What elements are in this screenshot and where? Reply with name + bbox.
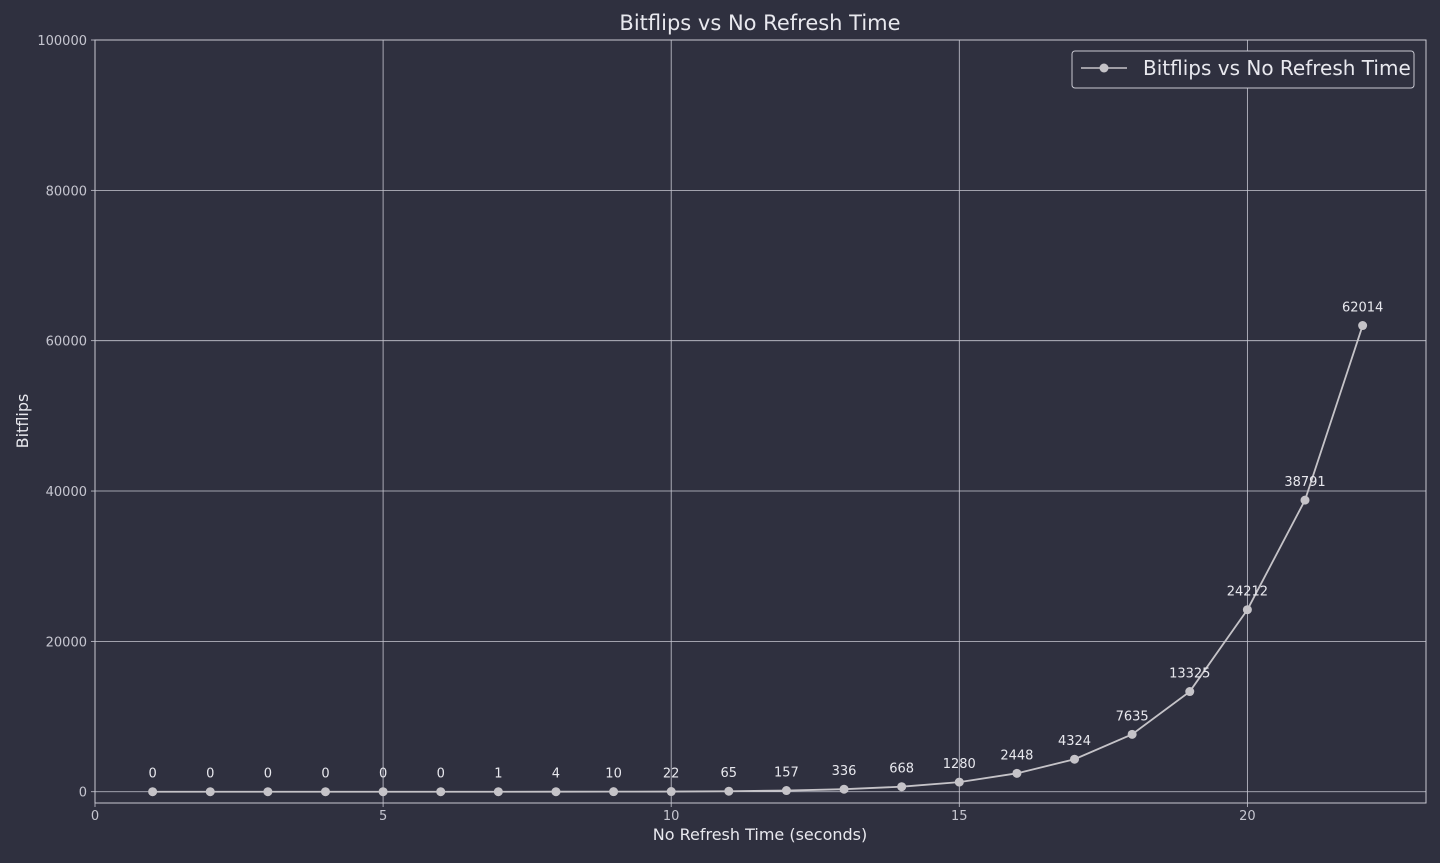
data-point [781,786,791,796]
y-tick-label: 40000 [46,485,87,500]
data-label: 668 [889,762,914,777]
data-labels: 0 0 0 0 0 0 1 4 10 22 65 157 336 668 1280 2448 4324 7635 1… [148,301,1383,782]
x-tick-label: 10 [663,809,680,824]
y-tick-label: 0 [79,786,87,801]
data-point [320,787,330,797]
data-point [609,787,619,797]
y-tick-label: 100000 [37,34,87,49]
data-point [493,787,503,797]
data-label: 336 [832,764,857,779]
legend-box [1071,50,1415,89]
data-point [436,787,446,797]
series-line [152,325,1364,793]
data-label: 22 [663,767,680,782]
legend-marker [1099,63,1109,73]
data-point [551,787,561,797]
data-point [205,787,215,797]
data-label: 0 [206,767,214,782]
plot-frame [94,39,1427,804]
data-point [839,784,849,794]
data-point [1300,495,1310,505]
data-label: 13325 [1169,667,1210,682]
data-label: 0 [148,767,156,782]
data-point [1012,768,1022,778]
x-axis-label: No Refresh Time (seconds) [653,825,867,844]
data-label: 38791 [1284,475,1325,490]
x-tick-label: 5 [379,809,387,824]
data-label: 2448 [1000,748,1033,763]
data-label: 62014 [1342,301,1383,316]
y-tick-label: 60000 [46,335,87,350]
data-label: 7635 [1116,709,1149,724]
legend-label: Bitflips vs No Refresh Time [1143,56,1411,80]
data-label: 0 [264,767,272,782]
data-label: 10 [605,767,622,782]
y-tick-label: 20000 [46,635,87,650]
data-point [1070,754,1080,764]
data-point [1242,605,1252,615]
data-point [724,786,734,796]
y-tick-label: 80000 [46,184,87,199]
data-point [1127,729,1137,739]
data-point [897,782,907,792]
y-axis-label: Bitflips [13,394,32,449]
data-label: 0 [321,767,329,782]
data-label: 0 [437,767,445,782]
data-label: 157 [774,766,799,781]
data-point [954,777,964,787]
data-label: 1280 [943,757,976,772]
data-point [263,787,273,797]
data-label: 4324 [1058,734,1091,749]
x-tick-label: 15 [951,809,968,824]
data-point [1185,687,1195,697]
data-label: 1 [494,767,502,782]
chart-title: Bitflips vs No Refresh Time [619,11,900,35]
data-label: 0 [379,767,387,782]
x-tick-label: 20 [1239,809,1256,824]
x-tick-label: 0 [91,809,99,824]
data-label: 4 [552,767,560,782]
data-label: 65 [721,766,738,781]
data-point [148,787,158,797]
data-point [1358,321,1368,331]
data-point [378,787,388,797]
series [148,321,1368,797]
legend: Bitflips vs No Refresh Time [1071,50,1415,89]
data-point [666,787,676,797]
data-label: 24212 [1227,585,1268,600]
